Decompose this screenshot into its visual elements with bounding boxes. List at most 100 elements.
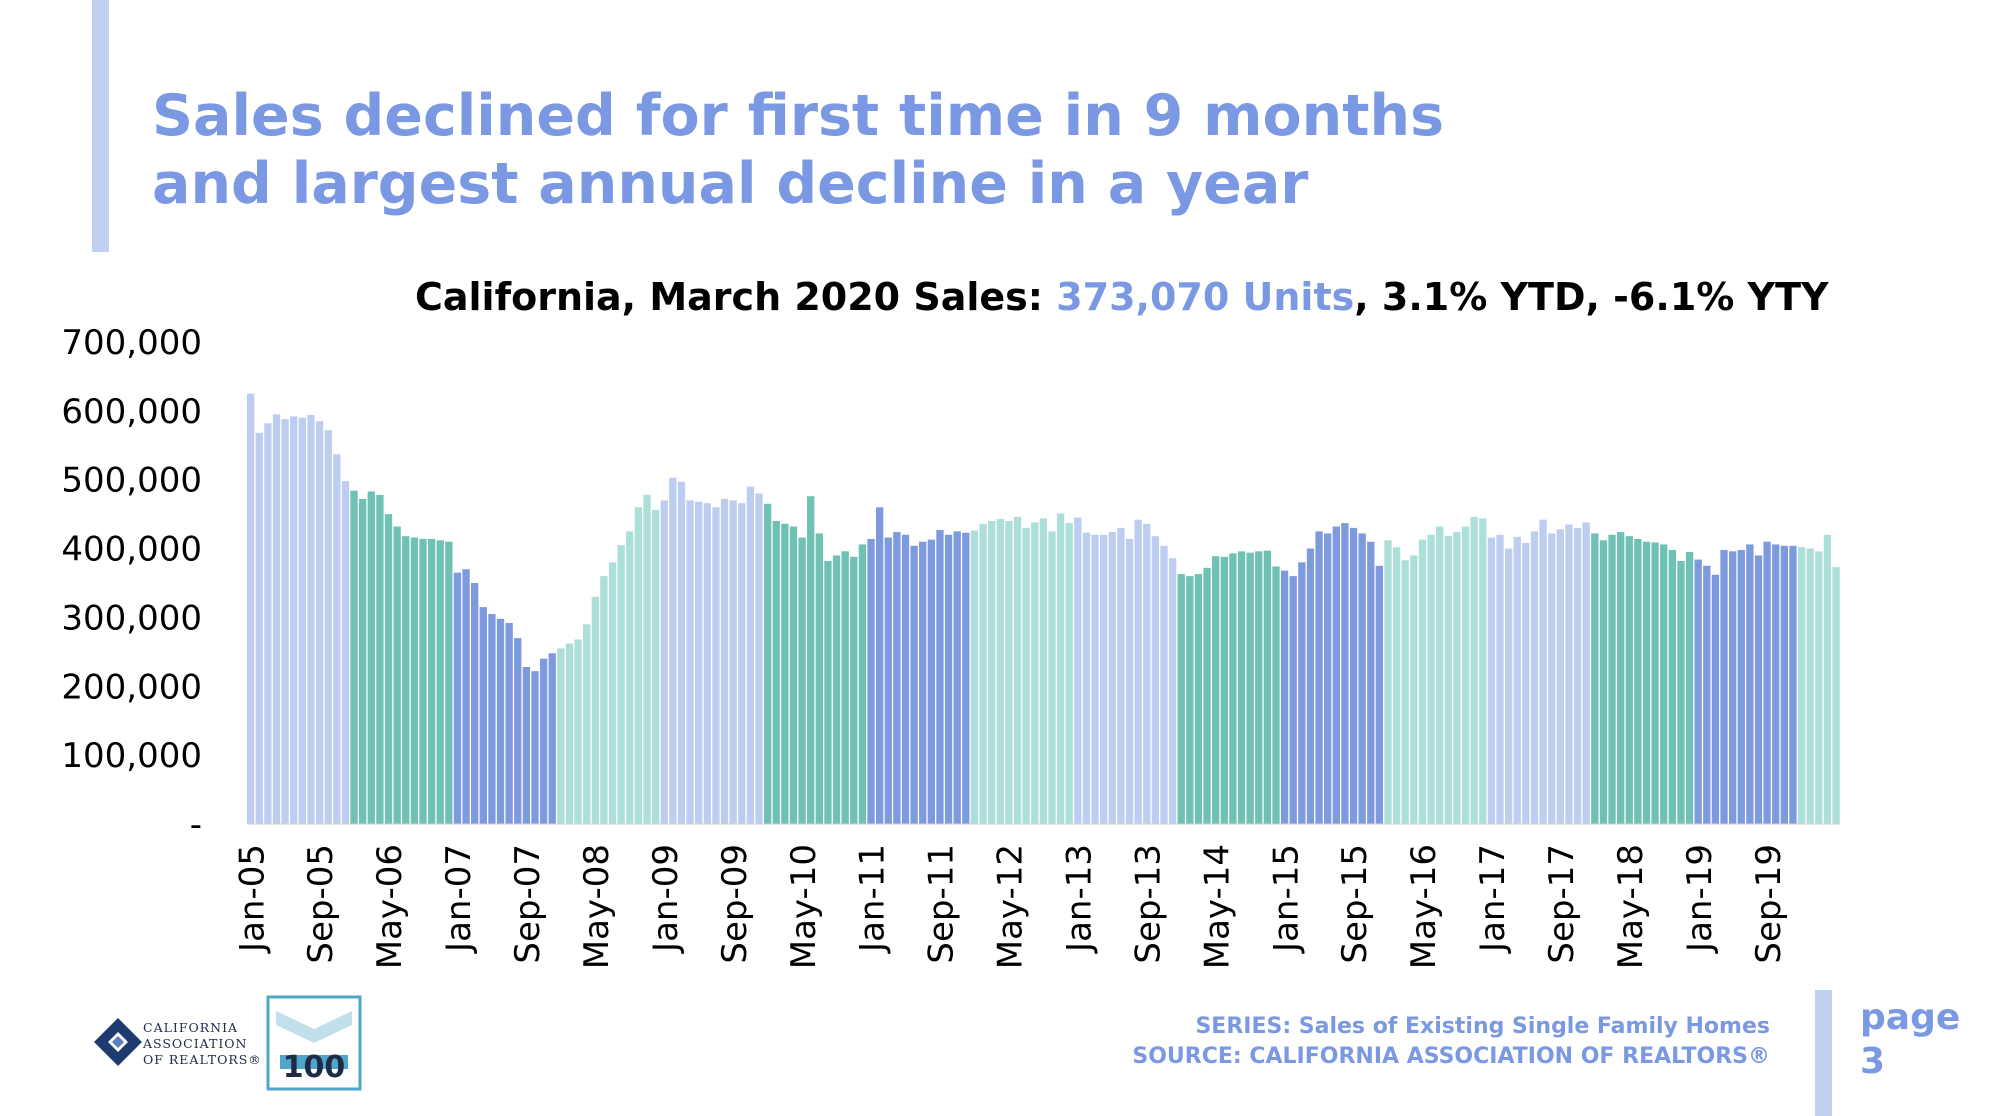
bar-182 bbox=[1815, 551, 1823, 824]
x-tick-label-10: Sep-11 bbox=[922, 844, 962, 964]
source-note: SOURCE: CALIFORNIA ASSOCIATION OF REALTO… bbox=[1132, 1044, 1770, 1069]
bar-142 bbox=[1470, 516, 1478, 824]
headline-line-1: Sales declined for first time in 9 month… bbox=[152, 83, 1445, 149]
bar-66 bbox=[815, 533, 823, 824]
bar-115 bbox=[1237, 551, 1246, 824]
bar-123 bbox=[1306, 548, 1315, 824]
bar-16 bbox=[384, 514, 393, 824]
bar-79 bbox=[927, 539, 935, 824]
bar-179 bbox=[1789, 545, 1797, 824]
bar-68 bbox=[832, 555, 841, 824]
chart-title-suffix: , 3.1% YTD, -6.1% YTY bbox=[1354, 275, 1829, 319]
page-number: 3 bbox=[1860, 1041, 1886, 1082]
bar-164 bbox=[1660, 544, 1668, 824]
chart-title-prefix: California, March 2020 Sales: bbox=[415, 275, 1057, 319]
bar-181 bbox=[1806, 548, 1814, 824]
bar-100 bbox=[1108, 532, 1116, 824]
bar-119 bbox=[1272, 566, 1280, 824]
bar-131 bbox=[1375, 565, 1384, 824]
bar-158 bbox=[1608, 534, 1616, 824]
bar-34 bbox=[539, 658, 548, 824]
x-tick-label-8: May-10 bbox=[784, 844, 824, 969]
bar-116 bbox=[1246, 552, 1254, 824]
footer-note: SERIES: Sales of Existing Single Family … bbox=[1132, 1012, 1770, 1072]
badge-number: 100 bbox=[283, 1050, 346, 1085]
bar-83 bbox=[962, 532, 970, 824]
bar-175 bbox=[1754, 555, 1763, 824]
bar-161 bbox=[1634, 538, 1642, 824]
bar-92 bbox=[1039, 518, 1048, 824]
bar-96 bbox=[1074, 517, 1082, 824]
bar-2 bbox=[264, 423, 272, 824]
headline-line-2: and largest annual decline in a year bbox=[152, 151, 1309, 217]
bar-91 bbox=[1031, 522, 1039, 824]
bar-103 bbox=[1134, 519, 1142, 824]
x-tick-label-4: Sep-07 bbox=[508, 844, 548, 964]
bar-49 bbox=[669, 477, 677, 824]
x-tick-label-19: Sep-17 bbox=[1542, 844, 1582, 964]
bar-149 bbox=[1530, 531, 1539, 824]
y-tick-label-3: 300,000 bbox=[61, 598, 202, 638]
bar-8 bbox=[315, 421, 324, 824]
bar-50 bbox=[677, 481, 686, 824]
bar-71 bbox=[858, 544, 867, 824]
y-tick-label-2: 200,000 bbox=[61, 667, 202, 707]
bar-172 bbox=[1728, 551, 1737, 824]
x-tick-label-5: May-08 bbox=[577, 844, 617, 969]
bar-36 bbox=[557, 648, 565, 824]
bar-67 bbox=[824, 560, 832, 824]
bar-151 bbox=[1548, 533, 1556, 824]
bar-183 bbox=[1823, 534, 1832, 824]
bar-112 bbox=[1212, 556, 1220, 824]
bar-129 bbox=[1358, 533, 1366, 824]
bar-80 bbox=[936, 529, 944, 824]
bar-111 bbox=[1203, 567, 1211, 824]
right-accent-bar bbox=[1815, 990, 1832, 1116]
bar-135 bbox=[1410, 555, 1418, 824]
logo-line-3: OF REALTORS® bbox=[143, 1052, 262, 1067]
bar-77 bbox=[910, 545, 918, 824]
bar-136 bbox=[1418, 539, 1427, 824]
bar-74 bbox=[884, 537, 892, 824]
bar-93 bbox=[1048, 531, 1056, 824]
bar-31 bbox=[514, 638, 522, 824]
bar-25 bbox=[462, 569, 470, 824]
bar-118 bbox=[1263, 550, 1272, 824]
bar-86 bbox=[987, 521, 996, 824]
bar-110 bbox=[1194, 574, 1203, 824]
bar-57 bbox=[738, 503, 746, 824]
bar-87 bbox=[996, 518, 1004, 824]
bar-163 bbox=[1651, 542, 1659, 824]
bar-171 bbox=[1720, 549, 1728, 824]
left-accent-bar bbox=[92, 0, 109, 252]
bar-165 bbox=[1668, 549, 1676, 824]
bar-133 bbox=[1392, 547, 1401, 824]
bar-45 bbox=[634, 507, 643, 824]
bar-153 bbox=[1565, 524, 1573, 824]
bar-4 bbox=[281, 419, 289, 824]
bar-173 bbox=[1737, 549, 1745, 824]
bar-168 bbox=[1694, 559, 1702, 824]
bar-52 bbox=[695, 501, 703, 824]
bar-120 bbox=[1280, 570, 1289, 824]
bar-28 bbox=[488, 613, 496, 824]
bar-7 bbox=[307, 414, 315, 824]
y-axis-labels: - 100,000 200,000 300,000 400,000 500,000 600,… bbox=[61, 323, 202, 845]
x-axis-labels: Jan-05 Sep-05 May-06 Jan-07 Sep-07 May-08 Jan-… bbox=[232, 844, 1788, 969]
bar-46 bbox=[643, 494, 651, 824]
bar-61 bbox=[772, 521, 780, 824]
bar-51 bbox=[686, 500, 694, 824]
bar-3 bbox=[272, 414, 281, 824]
bar-43 bbox=[617, 545, 625, 824]
bar-146 bbox=[1504, 548, 1513, 824]
series-note: SERIES: Sales of Existing Single Family … bbox=[1195, 1014, 1770, 1039]
x-tick-label-17: May-16 bbox=[1404, 844, 1444, 969]
x-tick-label-2: May-06 bbox=[370, 844, 410, 969]
bar-167 bbox=[1685, 552, 1694, 824]
bar-41 bbox=[600, 576, 608, 824]
bar-152 bbox=[1556, 529, 1564, 824]
bar-144 bbox=[1487, 537, 1496, 824]
bar-137 bbox=[1427, 534, 1435, 824]
x-tick-label-16: Sep-15 bbox=[1335, 844, 1375, 964]
bar-27 bbox=[479, 607, 487, 824]
